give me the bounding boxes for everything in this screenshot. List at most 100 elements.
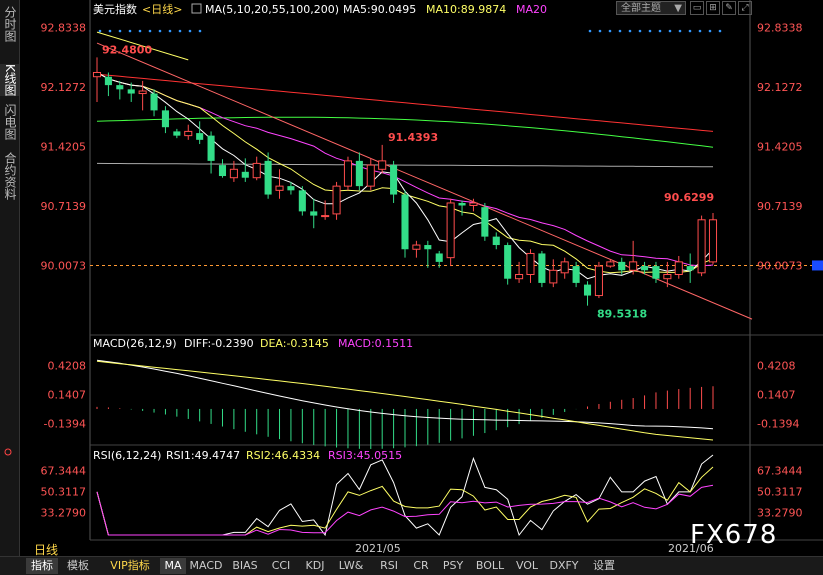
draw-icon[interactable]: ✎ <box>722 1 736 15</box>
tab-settings[interactable]: 设置 <box>588 558 620 574</box>
macd-diff-line <box>96 359 714 430</box>
tab-kdj[interactable]: KDJ <box>300 558 330 574</box>
rsi-alert-icon[interactable] <box>4 448 12 456</box>
candle-body <box>343 160 352 187</box>
tab-indicator[interactable]: 指标 <box>26 558 58 574</box>
event-dot <box>128 29 132 33</box>
watermark-logo: FX678 <box>690 520 778 550</box>
event-dot <box>678 29 682 33</box>
ma200-line <box>96 73 714 132</box>
candle-body <box>355 160 363 187</box>
candle-body <box>150 93 158 111</box>
macd-label: MACD(26,12,9) <box>93 337 177 350</box>
candle-body <box>390 165 398 195</box>
candle-body <box>275 185 284 191</box>
sidebar-item-timeshare[interactable]: 分时图 <box>0 6 19 42</box>
candle-body <box>207 135 215 161</box>
tab-label: VIP指标 <box>110 559 150 572</box>
candle-body <box>196 133 204 140</box>
candle-body <box>618 261 626 271</box>
tab-ma[interactable]: MA <box>160 558 186 574</box>
tab-label: CR <box>413 559 429 572</box>
candle-body <box>184 130 193 137</box>
trend-line-short <box>96 31 189 61</box>
theme-select[interactable]: 全部主题 ▼ <box>616 1 686 15</box>
event-dot <box>188 29 192 33</box>
tab-cci[interactable]: CCI <box>266 558 296 574</box>
annotation-high-1: 92.4800 <box>102 43 152 56</box>
tab-psy[interactable]: PSY <box>438 558 468 574</box>
candle-body <box>252 162 261 179</box>
candles <box>92 57 718 306</box>
tab-vip[interactable]: VIP指标 <box>104 558 156 574</box>
annotation-low: 89.5318 <box>597 308 647 321</box>
candle-body <box>538 253 546 283</box>
tab-template[interactable]: 模板 <box>62 558 94 574</box>
candle-body <box>606 261 615 267</box>
ma-label: MA(5,10,20,55,100,200) <box>205 3 339 16</box>
price-tick-left: 92.1272 <box>41 81 87 94</box>
sidebar-item-flash[interactable]: 闪电图 <box>0 104 19 140</box>
candle-body <box>424 245 432 250</box>
minimize-icon[interactable]: ▭ <box>690 1 704 15</box>
candle-body <box>526 252 535 275</box>
sidebar-item-kline[interactable]: K线图 <box>0 64 19 96</box>
price-tick-left: 92.8338 <box>41 22 87 35</box>
event-dot <box>148 29 152 33</box>
event-dot <box>658 29 662 33</box>
price-tick-left: 91.4205 <box>41 141 87 154</box>
sidebar-item-contract[interactable]: 合约资料 <box>0 152 19 200</box>
tab-label: KDJ <box>305 559 325 572</box>
tab-bias[interactable]: BIAS <box>228 558 262 574</box>
candle-body <box>378 160 387 170</box>
ma5-label: MA5:90.0495 <box>343 3 416 16</box>
price-axis-right: 92.8338 92.1272 91.4205 90.7139 90.0073 <box>757 22 803 273</box>
candle-body <box>401 194 409 250</box>
rsi-tick-left: 50.3117 <box>41 486 87 499</box>
rsi-tick-left: 33.2790 <box>41 507 87 520</box>
candle-body <box>310 211 318 216</box>
event-dot <box>618 29 622 33</box>
indicator-tabs: 指标 模板 VIP指标 MA MACD BIAS CCI KDJ LW& RSI… <box>0 556 823 575</box>
candle-body <box>321 215 330 218</box>
tab-label: VOL <box>515 559 539 572</box>
zoom-icon[interactable]: ⊞ <box>706 1 720 15</box>
candle-body <box>458 202 466 206</box>
event-dot <box>98 29 102 33</box>
rsi-label: RSI(6,12,24) <box>93 449 161 462</box>
tab-label: 指标 <box>31 559 53 572</box>
candle-body <box>549 269 558 284</box>
fullscreen-icon[interactable]: ⤢ <box>738 1 752 15</box>
candle-body <box>674 261 683 275</box>
period-tag: <日线> <box>142 2 182 16</box>
tab-boll[interactable]: BOLL <box>472 558 508 574</box>
event-dot <box>108 29 112 33</box>
tab-cr[interactable]: CR <box>408 558 434 574</box>
annotation-high-2: 91.4393 <box>388 131 438 144</box>
sidebar-item-label: K线图 <box>3 64 17 96</box>
period-label[interactable]: 日线 <box>34 543 59 557</box>
tab-macd[interactable]: MACD <box>188 558 224 574</box>
tab-label: 模板 <box>67 559 89 572</box>
macd-tick-right: 0.1407 <box>757 388 796 401</box>
candle-body <box>583 284 592 296</box>
tab-lw[interactable]: LW& <box>334 558 368 574</box>
candle-body <box>366 164 375 187</box>
ma55-line <box>96 116 714 148</box>
price-tick-right: 92.8338 <box>757 22 803 35</box>
macd-tick-left: 0.4208 <box>48 359 87 372</box>
tab-vol[interactable]: VOL <box>512 558 542 574</box>
sidebar-item-label: 闪电图 <box>3 104 17 140</box>
tab-dxfy[interactable]: DXFY <box>546 558 582 574</box>
sidebar-item-label: 合约资料 <box>3 152 17 200</box>
event-markers <box>98 29 722 33</box>
candle-body <box>629 261 638 271</box>
rsi2-line <box>96 466 714 536</box>
macd-value: MACD:0.1511 <box>338 337 413 350</box>
settings-icon[interactable] <box>191 3 202 14</box>
event-dot <box>588 29 592 33</box>
annotation-last: 90.6299 <box>664 191 714 204</box>
tab-rsi[interactable]: RSI <box>374 558 404 574</box>
rsi1-line <box>96 454 714 537</box>
